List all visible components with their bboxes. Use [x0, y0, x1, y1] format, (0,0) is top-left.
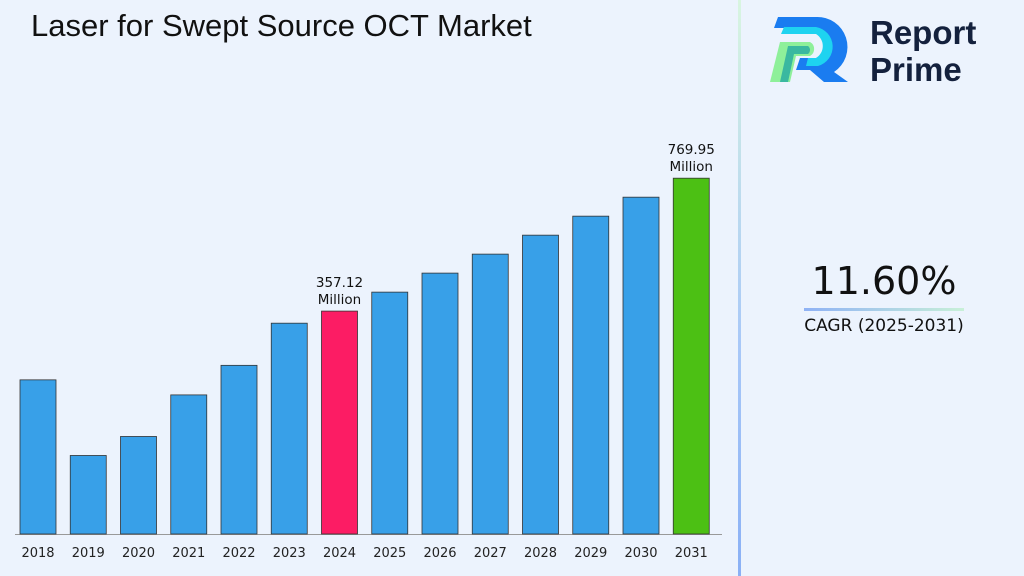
bar-2024: [321, 310, 358, 535]
bar-2022: [220, 364, 258, 535]
logo-line2: Prime: [870, 51, 962, 88]
x-tick-label: 2024: [323, 546, 356, 561]
cagr-underline: [804, 308, 964, 311]
bar-2020: [120, 436, 157, 535]
cagr-value: 11.60%: [811, 259, 957, 303]
data-label-value: 769.95: [668, 142, 715, 158]
x-tick-label: 2031: [675, 546, 708, 561]
x-tick-label: 2022: [222, 546, 255, 561]
x-tick-label: 2030: [624, 546, 657, 561]
x-tick-label: 2020: [122, 546, 155, 561]
x-tick-label: 2026: [423, 546, 456, 561]
divider: [738, 0, 741, 576]
bar-2023: [270, 322, 308, 535]
logo-line1: Report: [870, 14, 977, 51]
x-tick-label: 2027: [474, 546, 507, 561]
x-tick-label: 2023: [273, 546, 306, 561]
data-label-unit: Million: [670, 159, 713, 175]
data-label-unit: Million: [318, 292, 361, 308]
x-tick-label: 2025: [373, 546, 406, 561]
bar-2021: [170, 394, 208, 535]
bar-2019: [69, 455, 107, 535]
x-tick-label: 2029: [574, 546, 607, 561]
x-tick-label: 2018: [21, 546, 54, 561]
cagr-label: CAGR (2025-2031): [804, 316, 964, 336]
x-tick-label: 2021: [172, 546, 205, 561]
report-prime-logo-icon: [770, 16, 848, 83]
bar-2018: [19, 379, 57, 535]
bar-2025: [371, 291, 409, 535]
x-tick-label: 2019: [72, 546, 105, 561]
bar-chart: 2018 2019 2020 2021 2022 2023 2024357.12Millio…: [15, 142, 722, 561]
bar-2027: [471, 253, 509, 535]
bar-2029: [572, 215, 610, 535]
bar-2028: [522, 234, 559, 535]
logo-text: Report Prime: [870, 14, 976, 88]
bar-2026: [421, 272, 459, 535]
x-tick-label: 2028: [524, 546, 557, 561]
data-label-value: 357.12: [316, 275, 363, 291]
chart-title: Laser for Swept Source OCT Market: [31, 8, 532, 43]
bar-2030: [622, 196, 660, 535]
bar-2031: [672, 177, 710, 535]
